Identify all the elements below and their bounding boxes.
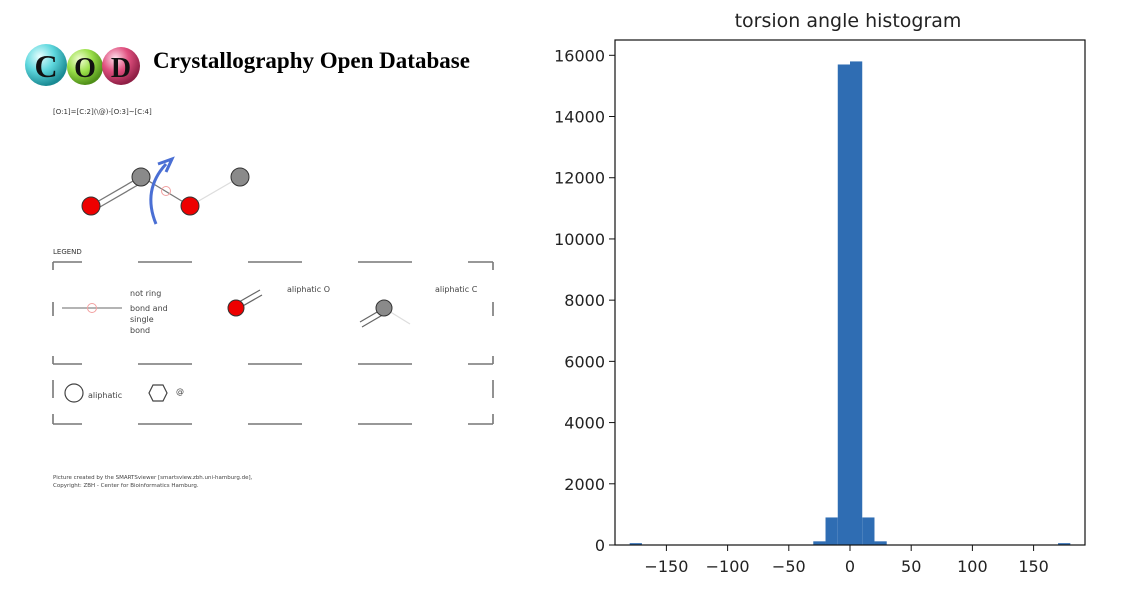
legend-aliphatic-label: aliphatic xyxy=(88,391,123,400)
x-tick-label: 100 xyxy=(957,557,988,576)
legend-title: LEGEND xyxy=(53,248,82,256)
histogram-bar xyxy=(850,61,863,545)
x-tick-label: −100 xyxy=(706,557,750,576)
carbon-atom xyxy=(230,167,250,187)
y-tick-label: 12000 xyxy=(554,169,605,188)
x-tick-label: 150 xyxy=(1018,557,1049,576)
credit-line-1: Picture created by the SMARTSviewer [sma… xyxy=(53,475,253,481)
oxygen-atom xyxy=(81,196,101,216)
x-tick-label: −150 xyxy=(644,557,688,576)
chart-title: torsion angle histogram xyxy=(735,10,962,32)
carbon-atom xyxy=(131,167,151,187)
rotation-arrow-icon xyxy=(149,162,168,225)
x-axis: −150 −100 −50 0 50 100 150 xyxy=(644,545,1049,576)
y-tick-label: 10000 xyxy=(554,230,605,249)
legend-oxygen-atom xyxy=(227,299,245,317)
y-tick-label: 6000 xyxy=(564,352,605,371)
database-title: Crystallography Open Database xyxy=(153,48,470,73)
legend-aliphatic-ring-icon xyxy=(64,383,84,403)
svg-text:O: O xyxy=(74,53,96,84)
legend-aliphatic-o-label: aliphatic O xyxy=(287,285,330,294)
y-tick-label: 0 xyxy=(595,536,605,555)
legend-not-ring-label: not ring xyxy=(130,289,162,298)
legend-aliphatic-c-label: aliphatic C xyxy=(435,285,478,294)
histogram-bar xyxy=(862,517,875,545)
y-tick-label: 4000 xyxy=(564,414,605,433)
smarts-pattern: [O:1]=[C:2](\@)-[O:3]~[C:4] xyxy=(53,108,152,116)
histogram-bar xyxy=(874,541,887,545)
legend-box: not ring bond and single bond aliphatic … xyxy=(50,258,500,433)
x-tick-label: −50 xyxy=(772,557,806,576)
histogram-bar xyxy=(837,64,850,545)
credit-line-2: Copyright: ZBH - Center for Bioinformati… xyxy=(53,483,199,489)
torsion-histogram-chart: torsion angle histogram −150 −100 −50 0 50 10… xyxy=(554,10,1086,576)
histogram-bar xyxy=(813,541,826,545)
y-tick-label: 14000 xyxy=(554,108,605,127)
cod-panel: C O D Crystallography Open Database [O:1… xyxy=(0,0,520,591)
y-tick-label: 16000 xyxy=(554,46,605,65)
histogram-bar xyxy=(825,517,838,545)
x-tick-label: 50 xyxy=(901,557,921,576)
histogram-bar xyxy=(1058,543,1071,545)
svg-text:D: D xyxy=(111,53,131,84)
y-tick-label: 2000 xyxy=(564,475,605,494)
oxygen-atom xyxy=(180,196,200,216)
x-tick-label: 0 xyxy=(845,557,855,576)
histogram-bar xyxy=(629,543,642,545)
picture-credit: Picture created by the SMARTSviewer [sma… xyxy=(53,474,252,490)
legend-ring-symbol: @ xyxy=(176,387,184,396)
y-tick-label: 8000 xyxy=(564,291,605,310)
legend-carbon-atom xyxy=(375,299,393,317)
histogram-bars xyxy=(629,61,1071,545)
legend-ring-icon xyxy=(148,384,168,402)
svg-text:C: C xyxy=(34,48,57,84)
y-axis: 0 2000 4000 6000 8000 10000 12000 14000 16000 xyxy=(554,46,615,555)
cod-logo: C O D xyxy=(25,44,140,86)
legend-bond-label: bond and single bond xyxy=(130,304,168,335)
molecule-diagram xyxy=(81,156,250,225)
